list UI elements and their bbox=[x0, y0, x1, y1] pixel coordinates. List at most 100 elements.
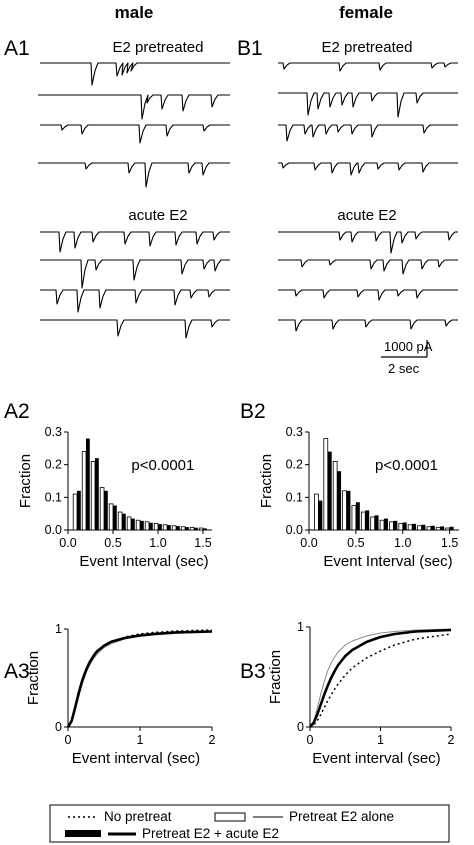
bar-filled bbox=[374, 515, 379, 530]
scale-bar: 1000 pA 2 sec bbox=[381, 339, 433, 376]
bar-filled bbox=[365, 510, 370, 530]
bar-filled bbox=[355, 502, 360, 530]
current-trace bbox=[40, 124, 230, 144]
y-tick-label: 1 bbox=[55, 622, 62, 636]
bar-open bbox=[81, 451, 87, 531]
y-tick-label: 0.2 bbox=[286, 458, 303, 472]
p-value-annotation: p<0.0001 bbox=[131, 457, 194, 474]
x-tick-label: 0.5 bbox=[347, 536, 364, 550]
bar-open bbox=[90, 460, 96, 531]
current-trace bbox=[278, 259, 458, 275]
current-trace bbox=[278, 162, 458, 176]
bar-filled bbox=[203, 528, 207, 530]
current-trace bbox=[278, 289, 458, 301]
y-tick-label: 0.3 bbox=[45, 425, 62, 439]
column-title-female: female bbox=[339, 3, 393, 22]
condition-label-female-pretreated: E2 pretreated bbox=[322, 39, 413, 56]
bar-open bbox=[153, 523, 159, 531]
bar-filled bbox=[176, 526, 180, 530]
current-trace bbox=[40, 62, 230, 86]
x-tick-label: 2 bbox=[448, 733, 455, 747]
bar-open bbox=[99, 487, 105, 531]
panel-label-a3: A3 bbox=[4, 660, 30, 683]
bar-filled bbox=[346, 490, 351, 530]
bar-open bbox=[144, 521, 150, 531]
cumulative-plot-male: 0 1 0 1 2 Event interval (sec) Fraction bbox=[25, 622, 216, 767]
current-trace bbox=[40, 319, 230, 339]
scale-bar-current-label: 1000 pA bbox=[384, 339, 433, 354]
bar-filled bbox=[113, 505, 117, 530]
current-trace bbox=[40, 231, 230, 253]
x-tick-label: 0.0 bbox=[59, 536, 76, 550]
legend-label-no-pretreat: No pretreat bbox=[104, 809, 172, 824]
bar-open bbox=[171, 525, 177, 531]
bar-filled bbox=[77, 490, 81, 530]
legend-label-pretreat-acute: Pretreat E2 + acute E2 bbox=[142, 826, 279, 841]
bar-open bbox=[445, 527, 451, 531]
x-tick-label: 1.5 bbox=[194, 536, 211, 550]
current-traces bbox=[38, 62, 458, 339]
panel-label-b1: B1 bbox=[237, 37, 263, 60]
bar-filled bbox=[393, 520, 398, 530]
y-tick-label: 0.3 bbox=[286, 425, 303, 439]
panel-label-a1: A1 bbox=[4, 37, 30, 60]
current-trace bbox=[278, 124, 458, 142]
bar-filled bbox=[384, 518, 388, 530]
bar-open bbox=[398, 523, 404, 531]
y-axis-label: Fraction bbox=[267, 650, 284, 704]
bar-filled bbox=[449, 526, 454, 530]
column-title-male: male bbox=[115, 3, 154, 22]
scale-bar-time-label: 2 sec bbox=[388, 361, 420, 376]
bar-open bbox=[417, 525, 422, 531]
p-value-annotation: p<0.0001 bbox=[375, 457, 438, 474]
legend-label-pretreat-alone: Pretreat E2 alone bbox=[289, 809, 394, 824]
current-trace bbox=[278, 92, 458, 118]
condition-label-male-acute: acute E2 bbox=[128, 207, 187, 224]
series-line-thick bbox=[309, 628, 452, 728]
condition-label-male-pretreated: E2 pretreated bbox=[113, 39, 204, 56]
bar-open bbox=[389, 521, 394, 531]
current-trace bbox=[278, 62, 458, 72]
bar-filled bbox=[158, 524, 162, 530]
bar-open bbox=[323, 438, 329, 531]
legend: No pretreat Pretreat E2 alone Pretreat E… bbox=[49, 804, 450, 843]
x-tick-label: 0 bbox=[65, 733, 72, 747]
x-axis-label: Event Interval (sec) bbox=[79, 553, 208, 570]
bar-filled bbox=[86, 438, 90, 530]
legend-filled-bar bbox=[65, 830, 101, 837]
bar-open bbox=[314, 493, 319, 531]
bar-filled bbox=[140, 520, 144, 530]
legend-open-bar bbox=[214, 812, 246, 822]
bar-filled bbox=[421, 524, 426, 530]
panel-label-a2: A2 bbox=[4, 400, 30, 423]
legend-box bbox=[49, 804, 450, 843]
x-tick-label: 0 bbox=[307, 733, 314, 747]
x-tick-label: 1.0 bbox=[149, 536, 166, 550]
cumulative-plot-female: 0 1 0 1 2 Event interval (sec) Fraction bbox=[267, 620, 455, 767]
x-axis-label: Event interval (sec) bbox=[72, 750, 200, 767]
histogram-male: 0.0 0.1 0.2 0.3 0.0 0.5 1.0 1.5 p<0.0001 Event In… bbox=[17, 425, 212, 570]
bar-open bbox=[162, 524, 168, 531]
bar-filled bbox=[412, 523, 417, 530]
bar-open bbox=[342, 490, 347, 531]
x-tick-label: 0.0 bbox=[300, 536, 317, 550]
bar-filled bbox=[402, 522, 407, 530]
bar-open bbox=[126, 516, 132, 531]
bar-open bbox=[332, 460, 338, 531]
bar-filled bbox=[327, 451, 332, 530]
bar-open bbox=[351, 505, 357, 531]
y-tick-label: 0.0 bbox=[286, 523, 303, 537]
current-trace bbox=[278, 231, 458, 254]
bar-open bbox=[435, 526, 441, 531]
x-tick-label: 1.0 bbox=[394, 536, 411, 550]
bar-filled bbox=[318, 500, 323, 530]
panel-label-b2: B2 bbox=[240, 400, 266, 423]
y-tick-label: 0.0 bbox=[45, 523, 62, 537]
current-trace bbox=[40, 259, 230, 289]
bar-filled bbox=[185, 527, 189, 530]
bar-filled bbox=[131, 518, 135, 530]
y-tick-label: 0.1 bbox=[286, 490, 303, 504]
bar-filled bbox=[194, 527, 198, 530]
x-tick-label: 2 bbox=[209, 733, 216, 747]
